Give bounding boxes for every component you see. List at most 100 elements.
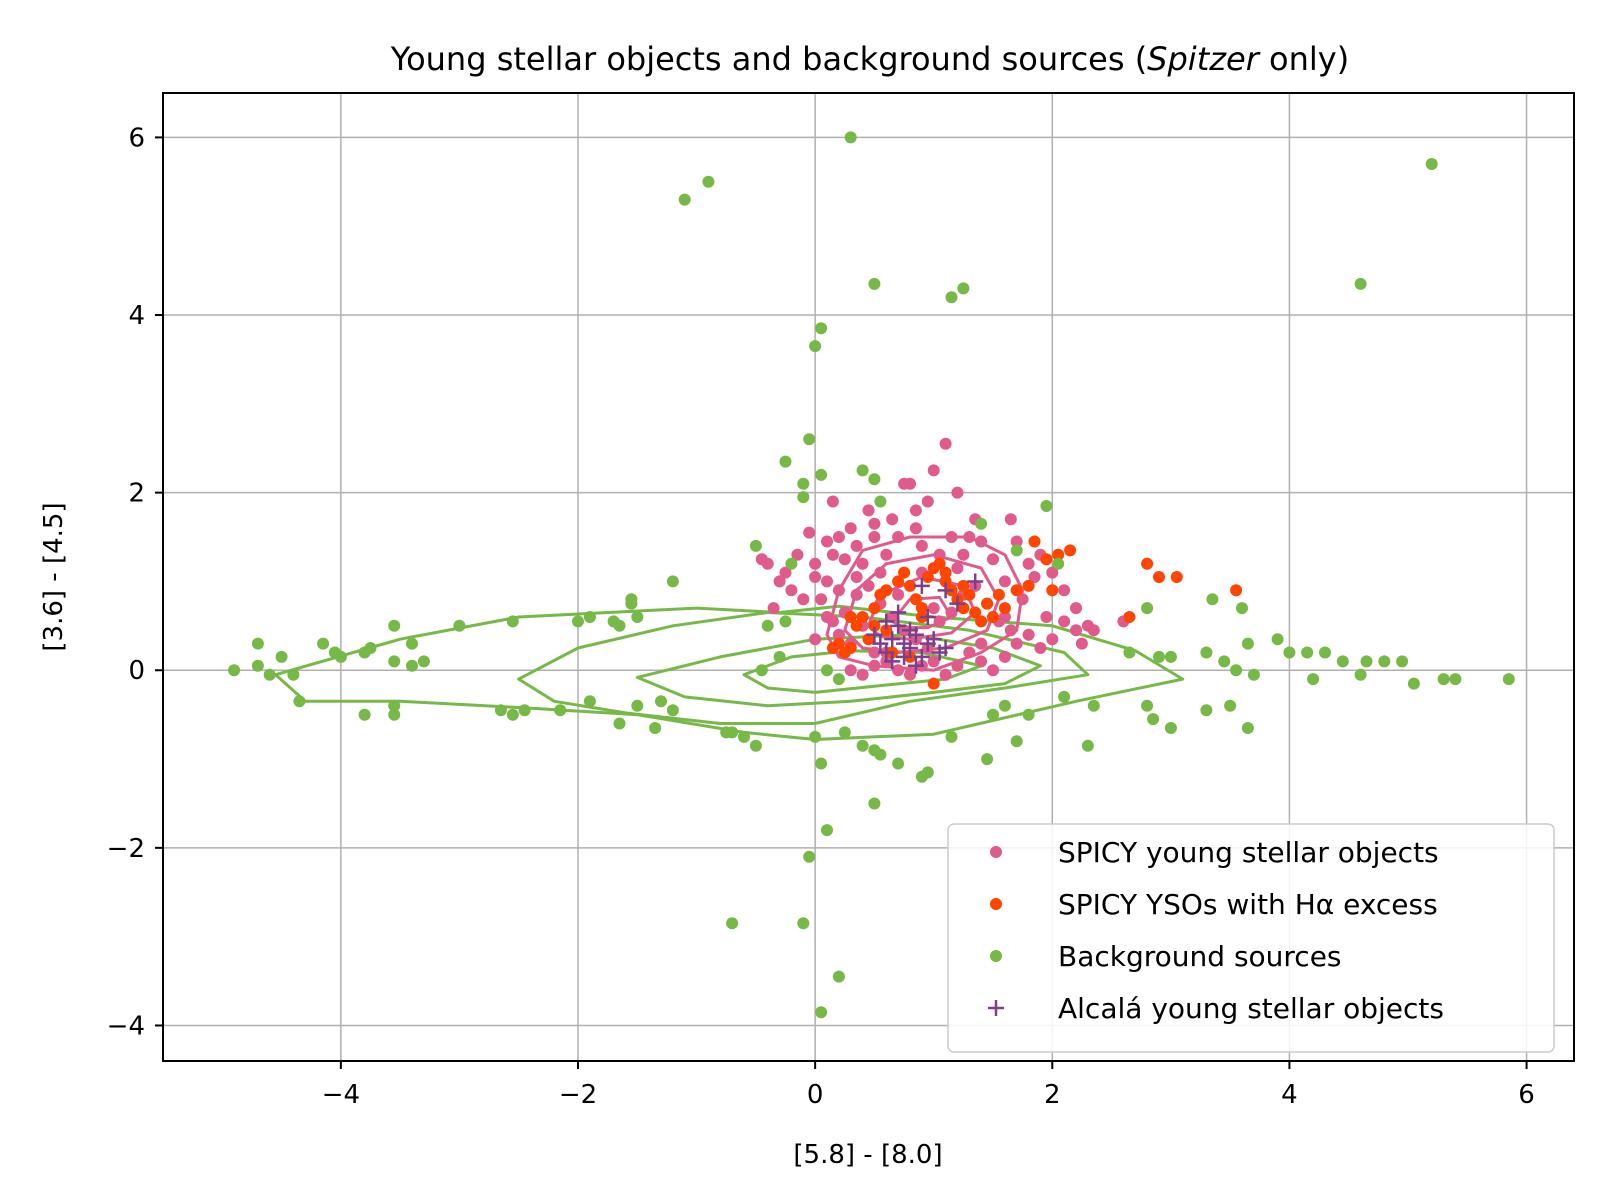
data-point-series-2 xyxy=(755,664,768,677)
data-point-series-0 xyxy=(1010,637,1023,650)
data-point-series-0 xyxy=(1046,633,1059,646)
data-point-series-2 xyxy=(1378,655,1391,668)
data-point-series-2 xyxy=(453,619,466,632)
data-point-series-2 xyxy=(388,655,401,668)
x-axis-label: [5.8] - [8.0] xyxy=(793,1140,942,1170)
data-point-series-0 xyxy=(832,628,845,641)
data-point-series-0 xyxy=(927,464,940,477)
data-point-series-2 xyxy=(506,708,519,721)
data-point-series-2 xyxy=(494,704,507,717)
data-point-series-0 xyxy=(832,531,845,543)
data-point-series-2 xyxy=(981,753,994,766)
data-point-series-0 xyxy=(927,602,940,615)
data-point-series-0 xyxy=(886,611,899,623)
data-point-series-2 xyxy=(749,739,762,752)
data-point-series-2 xyxy=(1354,668,1367,681)
y-tick-label: 0 xyxy=(128,656,145,686)
data-point-series-0 xyxy=(998,650,1011,663)
data-point-series-2 xyxy=(1164,650,1177,663)
data-point-series-0 xyxy=(951,486,964,499)
yso-plus-marker xyxy=(913,577,930,594)
data-point-series-2 xyxy=(625,597,638,610)
data-point-series-2 xyxy=(821,824,833,837)
legend-label: SPICY young stellar objects xyxy=(1058,836,1439,869)
data-point-series-2 xyxy=(1230,664,1243,677)
data-point-series-0 xyxy=(809,571,822,583)
data-point-series-2 xyxy=(1052,557,1065,570)
data-point-series-2 xyxy=(856,464,869,477)
data-point-series-2 xyxy=(228,664,241,677)
data-point-series-0 xyxy=(844,522,857,535)
data-point-series-1 xyxy=(963,588,976,601)
data-point-series-0 xyxy=(975,535,988,548)
data-point-series-2 xyxy=(583,695,596,708)
chart-title: Young stellar objects and background sou… xyxy=(390,40,1349,78)
data-point-series-2 xyxy=(1449,673,1462,686)
data-point-series-0 xyxy=(838,553,851,566)
data-point-series-0 xyxy=(809,557,822,570)
data-point-series-0 xyxy=(862,504,875,517)
data-point-series-0 xyxy=(1022,557,1035,570)
data-point-series-2 xyxy=(572,615,584,628)
data-point-series-0 xyxy=(862,579,875,592)
plot-frame xyxy=(162,92,1575,1062)
data-point-series-0 xyxy=(1004,513,1017,526)
data-point-series-2 xyxy=(1241,722,1254,734)
data-point-series-1 xyxy=(998,602,1011,615)
data-point-series-2 xyxy=(1022,708,1035,721)
data-point-series-1 xyxy=(933,557,946,570)
y-axis-label: [3.6] - [4.5] xyxy=(39,502,69,651)
data-point-series-2 xyxy=(293,695,306,708)
legend: SPICY young stellar objects SPICY YSOs wi… xyxy=(947,823,1555,1053)
data-point-series-2 xyxy=(1081,739,1094,752)
data-point-series-2 xyxy=(726,917,739,930)
data-point-series-1 xyxy=(987,611,999,623)
legend-label: Background sources xyxy=(1058,940,1342,973)
data-point-series-2 xyxy=(945,291,958,304)
data-point-series-1 xyxy=(1170,571,1183,583)
data-point-series-2 xyxy=(838,726,851,739)
data-point-series-0 xyxy=(815,593,828,606)
data-point-series-0 xyxy=(909,504,922,517)
data-point-series-0 xyxy=(939,668,952,681)
data-point-series-2 xyxy=(1153,650,1165,663)
data-point-series-2 xyxy=(815,468,828,481)
data-point-series-2 xyxy=(832,970,845,983)
data-point-series-0 xyxy=(915,539,928,552)
data-point-series-0 xyxy=(880,548,893,561)
y-tick-label: 2 xyxy=(128,479,145,509)
data-point-series-2 xyxy=(868,797,881,810)
data-point-series-2 xyxy=(749,539,762,552)
yso-plus-marker xyxy=(937,640,954,657)
data-point-series-2 xyxy=(1283,646,1296,659)
data-point-series-0 xyxy=(951,659,964,672)
x-tick-label: 6 xyxy=(1518,1080,1535,1110)
data-point-series-0 xyxy=(892,588,905,601)
yso-plus-marker xyxy=(902,622,918,639)
yso-plus-marker xyxy=(878,613,895,630)
data-point-series-2 xyxy=(388,619,401,632)
data-point-series-2 xyxy=(1437,673,1450,686)
data-point-series-2 xyxy=(815,1006,828,1019)
data-point-series-0 xyxy=(1075,637,1088,650)
data-point-series-1 xyxy=(1123,611,1136,623)
data-point-series-2 xyxy=(1218,655,1231,668)
data-point-series-2 xyxy=(797,917,810,930)
data-point-series-0 xyxy=(803,526,816,539)
data-point-series-2 xyxy=(856,739,869,752)
data-point-series-2 xyxy=(987,708,999,721)
data-point-series-1 xyxy=(868,602,881,615)
data-point-series-0 xyxy=(868,517,881,530)
data-point-series-2 xyxy=(809,730,822,743)
data-point-series-2 xyxy=(1271,633,1284,646)
yso-plus-marker xyxy=(913,648,930,665)
data-point-series-0 xyxy=(1040,611,1053,623)
data-point-series-0 xyxy=(1034,642,1047,654)
data-point-series-0 xyxy=(821,575,833,588)
legend-marker-circle xyxy=(990,898,1002,910)
data-point-series-0 xyxy=(904,668,916,681)
data-point-series-0 xyxy=(963,531,976,543)
data-point-series-2 xyxy=(554,704,567,717)
data-point-series-1 xyxy=(1153,571,1165,583)
